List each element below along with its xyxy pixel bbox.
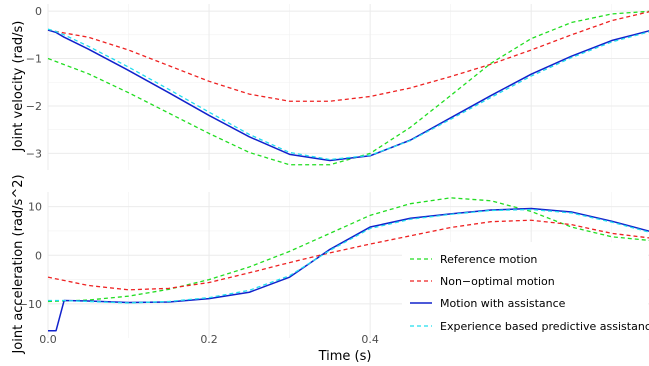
legend-label-assistance: Motion with assistance	[440, 297, 566, 310]
x-tick-label: 0.4	[361, 333, 379, 346]
velocity-y-tick-labels: 0 −1 −2 −3	[26, 5, 42, 160]
legend-entry-predictive: Experience based predictive assistance	[410, 320, 649, 333]
velocity-y-tick-label: −3	[26, 147, 42, 160]
legend-label-predictive: Experience based predictive assistance	[440, 320, 649, 333]
acceleration-line-non-optimal	[47, 219, 649, 291]
legend: Reference motion Non−optimal motion Moti…	[402, 242, 649, 346]
legend-entry-assistance: Motion with assistance	[410, 297, 566, 310]
acceleration-series	[47, 197, 649, 332]
x-tick-label: 0.0	[39, 333, 57, 346]
velocity-grid	[47, 4, 649, 170]
velocity-y-tick-label: 0	[35, 5, 42, 18]
legend-label-reference: Reference motion	[440, 253, 537, 266]
velocity-plot-background	[48, 4, 649, 170]
legend-entry-reference: Reference motion	[410, 253, 537, 266]
velocity-panel: 0 −1 −2 −3	[26, 4, 649, 170]
x-axis-title: Time (s)	[318, 349, 372, 364]
acceleration-line-reference	[47, 197, 649, 303]
velocity-line-assistance	[47, 29, 649, 162]
velocity-series	[47, 10, 649, 166]
velocity-y-axis-title: Joint velocity (rad/s)	[11, 21, 26, 153]
acceleration-y-tick-label: 0	[35, 249, 42, 262]
legend-background	[402, 242, 648, 346]
velocity-y-tick-label: −1	[26, 53, 42, 66]
acceleration-y-tick-label: −10	[19, 298, 42, 311]
acceleration-y-tick-labels: 10 0 −10	[19, 201, 42, 311]
x-tick-label: 0.2	[200, 333, 218, 346]
velocity-y-tick-label: −2	[26, 100, 42, 113]
velocity-line-reference	[47, 10, 649, 166]
velocity-line-predictive	[47, 28, 649, 161]
legend-label-non-optimal: Non−optimal motion	[440, 275, 555, 288]
acceleration-y-tick-label: 10	[28, 201, 42, 214]
acceleration-line-predictive	[48, 208, 649, 304]
acceleration-y-axis-title: Joint acceleration (rad/s^2)	[11, 174, 26, 354]
legend-entry-non-optimal: Non−optimal motion	[410, 275, 555, 288]
